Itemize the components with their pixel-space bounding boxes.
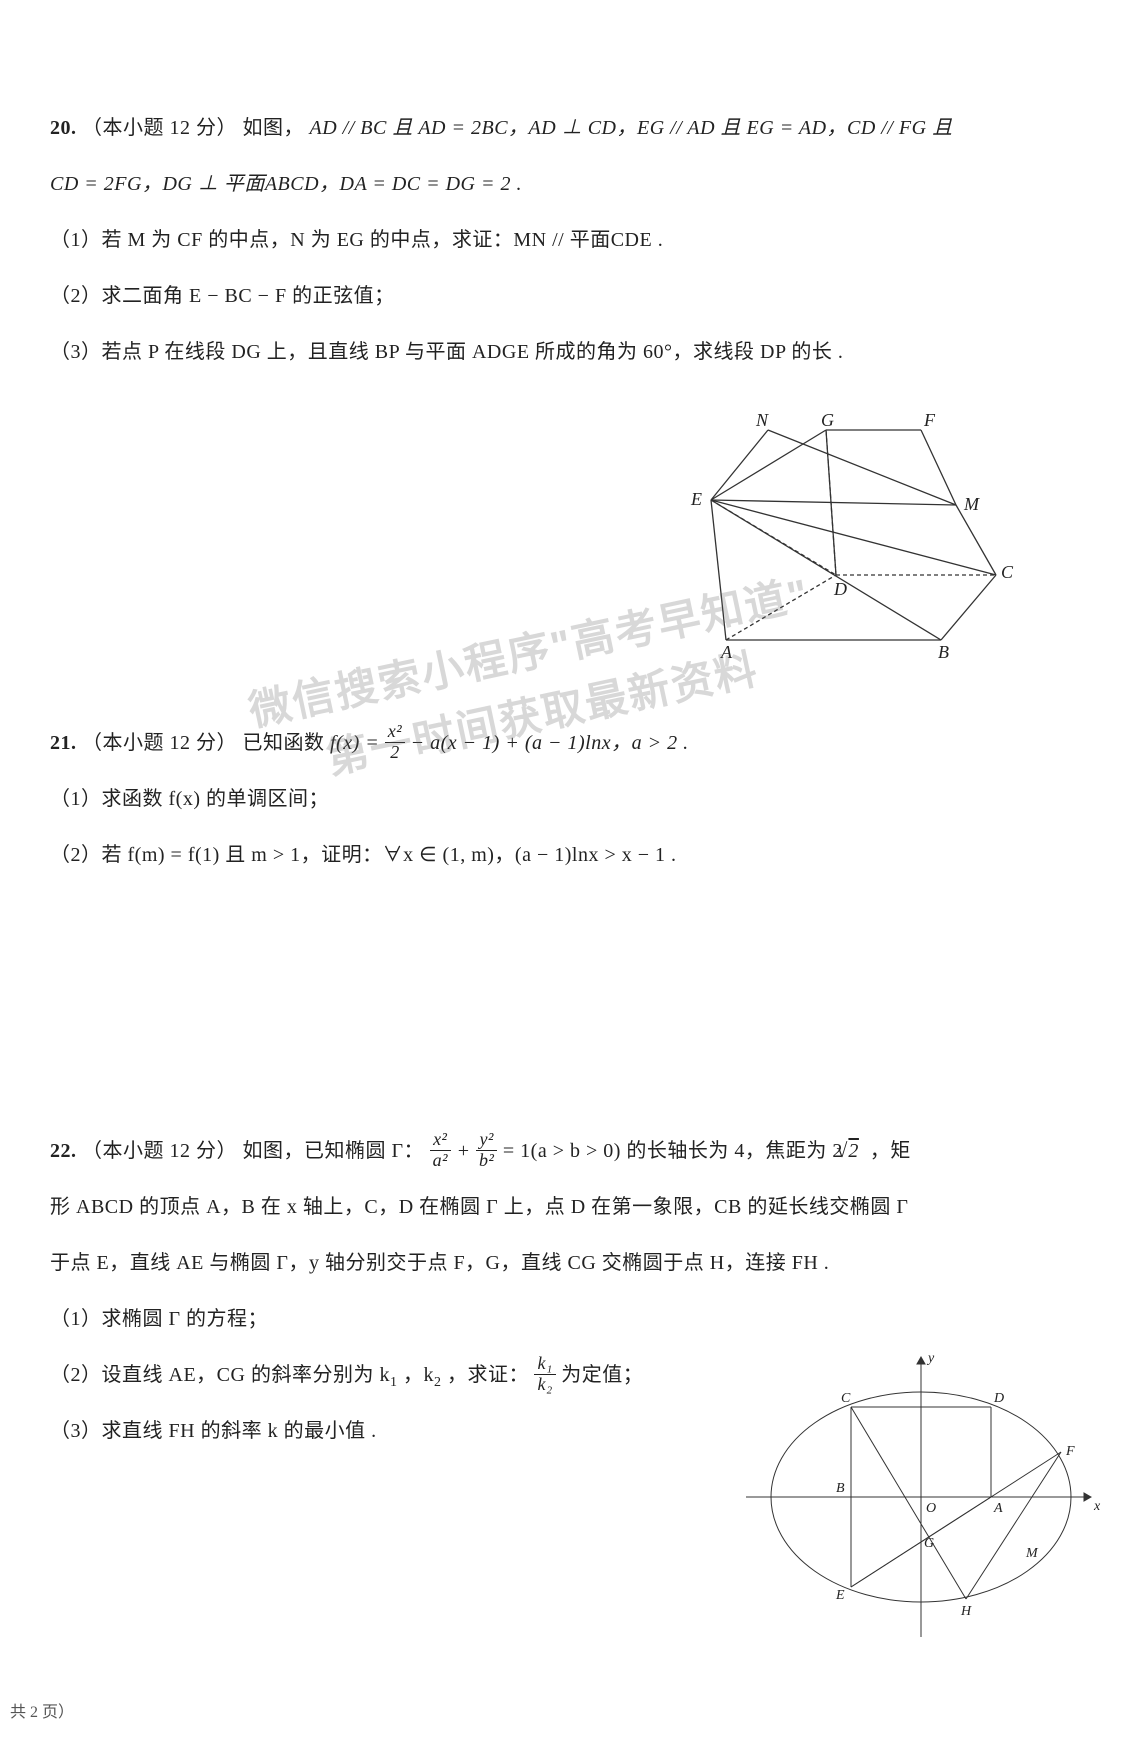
ellipse-diagram-22: A B C D E F G H M O x y	[736, 1347, 1106, 1647]
p22-part3: （3）求直线 FH 的斜率 k 的最小值 .	[50, 1403, 716, 1459]
p22-intro-b: = 1(a > b > 0) 的长轴长为 4，焦距为 2	[503, 1140, 843, 1162]
label22-x: x	[1093, 1499, 1101, 1514]
label22-y: y	[926, 1351, 935, 1366]
p20-part3: （3）若点 P 在线段 DG 上，且直线 BP 与平面 ADGE 所成的角为 6…	[50, 324, 1096, 380]
frac-x2-a2: x² a²	[430, 1130, 451, 1171]
fx-eq: f(x) =	[330, 732, 385, 754]
p20-part2: （2）求二面角 E − BC − F 的正弦值；	[50, 268, 1096, 324]
p21-points: （本小题 12 分）	[82, 732, 237, 754]
geometry-diagram-20: A B C D E F G M N	[686, 400, 1016, 660]
problem-22: 22. （本小题 12 分） 如图，已知椭圆 Γ： x² a² + y² b² …	[50, 1123, 1096, 1652]
p20-line2: CD = 2FG，DG ⊥ 平面ABCD，DA = DC = DG = 2 .	[50, 156, 1096, 212]
label-D: D	[833, 579, 847, 599]
label22-D: D	[993, 1391, 1004, 1406]
label-G: G	[821, 410, 834, 430]
frac-y2b2-den: b²	[476, 1151, 497, 1171]
label22-E: E	[835, 1588, 845, 1603]
label22-F: F	[1065, 1444, 1075, 1459]
problem-20: 20. （本小题 12 分） 如图， AD // BC 且 AD = 2BC，A…	[50, 100, 1096, 665]
label-C: C	[1001, 562, 1014, 582]
p22-number: 22.	[50, 1140, 77, 1162]
p22-line1: 22. （本小题 12 分） 如图，已知椭圆 Γ： x² a² + y² b² …	[50, 1123, 1096, 1179]
p22-intro-c: ，矩	[870, 1140, 911, 1162]
p20-part1: （1）若 M 为 CF 的中点，N 为 EG 的中点，求证：MN // 平面CD…	[50, 212, 1096, 268]
label-F: F	[923, 410, 936, 430]
label22-M: M	[1025, 1546, 1039, 1561]
p22-text-col: （2）设直线 AE，CG 的斜率分别为 k1 ，k2 ，求证： k₁ k₂ 为定…	[50, 1347, 716, 1459]
frac-x2a2-den: a²	[430, 1151, 451, 1171]
label-M: M	[963, 494, 980, 514]
label22-C: C	[841, 1391, 851, 1406]
p21-intro-a: 已知函数	[243, 732, 331, 754]
p20-l1b: AD // BC 且 AD = 2BC，AD ⊥ CD，EG // AD 且 E…	[310, 117, 953, 139]
frac-y2-b2: y² b²	[476, 1130, 497, 1171]
p20-number: 20.	[50, 117, 77, 139]
p22-part2a: （2）设直线 AE，CG 的斜率分别为 k	[50, 1364, 390, 1386]
p22-part2: （2）设直线 AE，CG 的斜率分别为 k1 ，k2 ，求证： k₁ k₂ 为定…	[50, 1347, 716, 1403]
frac-k1-k2: k₁ k₂	[534, 1354, 555, 1395]
label-B: B	[938, 642, 949, 660]
p22-part2c: ，求证：	[447, 1364, 529, 1386]
label22-G: G	[924, 1536, 934, 1551]
p22-part2d: 为定值；	[561, 1364, 643, 1386]
label22-A: A	[993, 1501, 1003, 1516]
p22-part1: （1）求椭圆 Γ 的方程；	[50, 1291, 1096, 1347]
page-footer: 共 2 页）	[10, 1698, 74, 1722]
label-E: E	[690, 489, 702, 509]
frac-x2-2-num: x²	[385, 722, 405, 743]
frac-k1k2-num: k₁	[534, 1354, 555, 1375]
frac-x2a2-num: x²	[430, 1130, 451, 1151]
p20-diagram: A B C D E F G M N	[686, 400, 1016, 665]
frac-x2-2-den: 2	[385, 743, 405, 763]
frac-y2b2-num: y²	[476, 1130, 497, 1151]
p21-line1: 21. （本小题 12 分） 已知函数 f(x) = x² 2 − a(x − …	[50, 715, 1096, 771]
problem-21: 21. （本小题 12 分） 已知函数 f(x) = x² 2 − a(x − …	[50, 715, 1096, 883]
p22-diagram-container: A B C D E F G H M O x y	[716, 1347, 1096, 1652]
p22-part2b: ，k	[403, 1364, 434, 1386]
frac-k1k2-den: k₂	[534, 1375, 555, 1395]
frac-x2-2: x² 2	[385, 722, 405, 763]
label22-O: O	[926, 1501, 936, 1516]
p22-line3: 于点 E，直线 AE 与椭圆 Γ，y 轴分别交于点 F，G，直线 CG 交椭圆于…	[50, 1235, 1096, 1291]
p20-l1a: 如图，	[243, 117, 305, 139]
label-N: N	[755, 410, 769, 430]
p22-row: （2）设直线 AE，CG 的斜率分别为 k1 ，k2 ，求证： k₁ k₂ 为定…	[50, 1347, 1096, 1652]
label22-B: B	[836, 1481, 845, 1496]
p22-points: （本小题 12 分）	[82, 1140, 237, 1162]
p20-points: （本小题 12 分）	[82, 117, 237, 139]
p21-intro-b: − a(x − 1) + (a − 1)lnx，a > 2 .	[411, 732, 689, 754]
plus: +	[456, 1140, 476, 1162]
label-A: A	[720, 642, 733, 660]
p22-line2: 形 ABCD 的顶点 A，B 在 x 轴上，C，D 在椭圆 Γ 上，点 D 在第…	[50, 1179, 1096, 1235]
p20-line1: 20. （本小题 12 分） 如图， AD // BC 且 AD = 2BC，A…	[50, 100, 1096, 156]
sqrt-sym: √	[836, 1140, 864, 1162]
p21-part1: （1）求函数 f(x) 的单调区间；	[50, 771, 1096, 827]
p22-intro-a: 如图，已知椭圆 Γ：	[243, 1140, 425, 1162]
p20-diagram-container: A B C D E F G M N	[50, 400, 1096, 665]
p21-part2: （2）若 f(m) = f(1) 且 m > 1，证明：∀x ∈ (1, m)，…	[50, 827, 1096, 883]
p21-number: 21.	[50, 732, 77, 754]
